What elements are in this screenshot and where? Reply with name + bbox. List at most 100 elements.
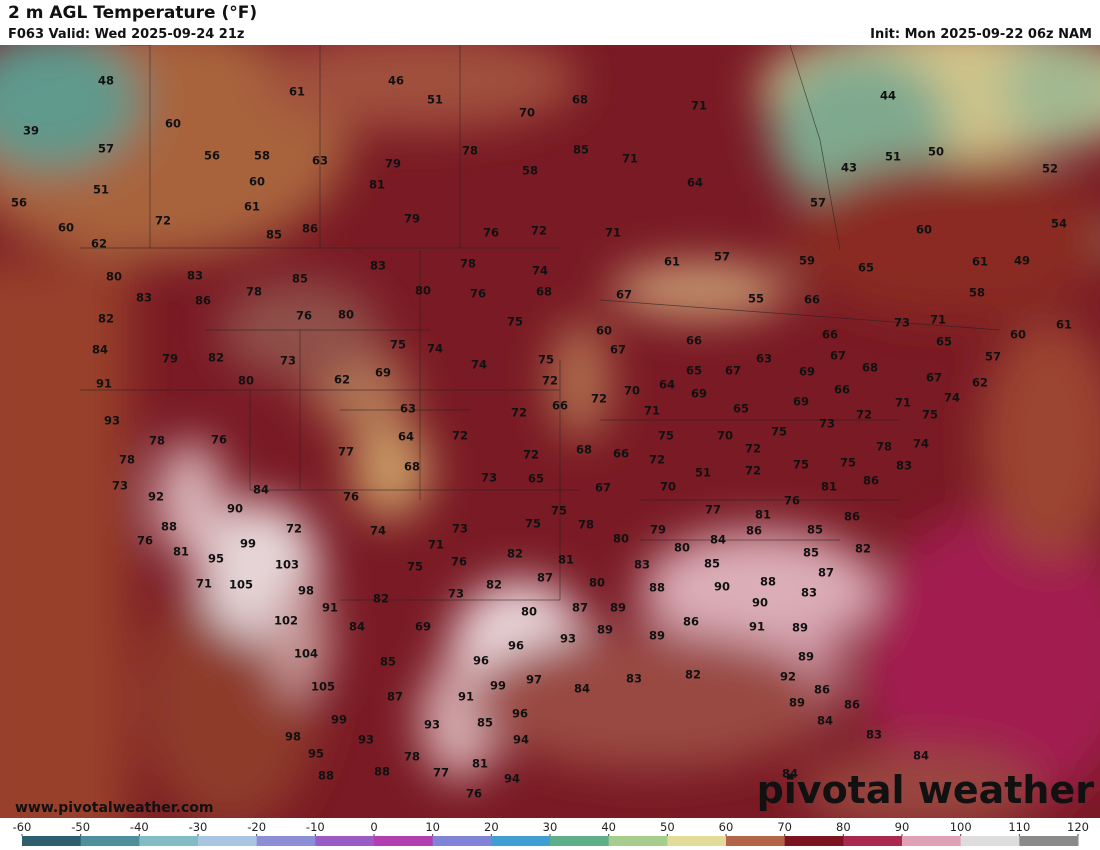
- station-temperature: 64: [398, 430, 414, 444]
- station-temperature: 68: [404, 460, 420, 474]
- valid-time: F063 Valid: Wed 2025-09-24 21z: [8, 27, 245, 42]
- station-temperature: 86: [302, 222, 318, 236]
- station-temperature: 64: [659, 378, 675, 392]
- station-temperature: 93: [560, 632, 576, 646]
- station-temperature: 89: [789, 696, 805, 710]
- colorbar-segment: [1019, 836, 1079, 846]
- station-temperature: 83: [626, 672, 642, 686]
- station-temperature: 61: [289, 85, 305, 99]
- colorbar-tick-label: -60: [13, 820, 32, 834]
- station-temperature: 91: [322, 601, 338, 615]
- station-temperature: 78: [876, 440, 892, 454]
- station-temperature: 87: [572, 601, 588, 615]
- station-temperature: 68: [572, 93, 588, 107]
- colorbar-tick-label: 80: [836, 820, 851, 834]
- colorbar-tick-label: 0: [370, 820, 377, 834]
- station-temperature: 57: [98, 142, 114, 156]
- station-temperature: 87: [387, 690, 403, 704]
- station-temperature: 74: [471, 358, 487, 372]
- station-temperature: 103: [275, 558, 299, 572]
- station-temperature: 73: [112, 479, 128, 493]
- station-temperature: 84: [253, 483, 269, 497]
- station-temperature: 66: [686, 334, 702, 348]
- station-temperature: 84: [349, 620, 365, 634]
- station-temperature: 75: [922, 408, 938, 422]
- colorbar-segment: [667, 836, 727, 846]
- station-temperature: 66: [552, 399, 568, 413]
- temperature-field: [0, 45, 1100, 818]
- colorbar-segment: [374, 836, 434, 846]
- station-temperature: 76: [137, 534, 153, 548]
- station-temperature: 77: [705, 503, 721, 517]
- colorbar-tick-label: 40: [601, 820, 616, 834]
- station-temperature: 91: [749, 620, 765, 634]
- station-temperature: 93: [424, 718, 440, 732]
- station-temperature: 76: [466, 787, 482, 801]
- station-temperature: 75: [840, 456, 856, 470]
- colorbar-tick-label: 70: [777, 820, 792, 834]
- station-temperature: 72: [649, 453, 665, 467]
- colorbar-segment: [550, 836, 610, 846]
- station-temperature: 82: [373, 592, 389, 606]
- station-temperature: 66: [613, 447, 629, 461]
- station-temperature: 72: [591, 392, 607, 406]
- station-temperature: 86: [863, 474, 879, 488]
- station-temperature: 72: [523, 448, 539, 462]
- station-temperature: 81: [755, 508, 771, 522]
- station-temperature: 88: [318, 769, 334, 783]
- station-temperature: 72: [856, 408, 872, 422]
- station-temperature: 51: [427, 93, 443, 107]
- station-temperature: 57: [714, 250, 730, 264]
- map-title: 2 m AGL Temperature (°F): [8, 3, 258, 23]
- station-temperature: 50: [928, 145, 944, 159]
- colorbar-segment: [139, 836, 199, 846]
- station-temperature: 71: [605, 226, 621, 240]
- colorbar-tick-label: -30: [189, 820, 208, 834]
- station-temperature: 83: [370, 259, 386, 273]
- station-temperature: 79: [162, 352, 178, 366]
- station-temperature: 79: [404, 212, 420, 226]
- colorbar: -60 -50 -40 -30 -20 -10 0 10 20 30 40 50 60 70 80 90 100…: [0, 818, 1100, 850]
- station-temperature: 72: [542, 374, 558, 388]
- station-temperature: 85: [803, 546, 819, 560]
- station-temperature: 76: [211, 433, 227, 447]
- colorbar-segment: [726, 836, 786, 846]
- station-temperature: 78: [460, 257, 476, 271]
- station-temperature: 46: [388, 74, 404, 88]
- colorbar-tick-label: 10: [425, 820, 440, 834]
- station-temperature: 84: [913, 749, 929, 763]
- station-temperature: 88: [649, 581, 665, 595]
- station-temperature: 76: [343, 490, 359, 504]
- station-temperature: 76: [784, 494, 800, 508]
- station-temperature: 85: [704, 557, 720, 571]
- station-temperature: 69: [793, 395, 809, 409]
- station-temperature: 62: [334, 373, 350, 387]
- station-temperature: 70: [519, 106, 535, 120]
- station-temperature: 97: [526, 673, 542, 687]
- station-temperature: 99: [240, 537, 256, 551]
- station-temperature: 71: [196, 577, 212, 591]
- station-temperature: 90: [752, 596, 768, 610]
- station-temperature: 75: [407, 560, 423, 574]
- station-temperature: 82: [855, 542, 871, 556]
- station-temperature: 68: [576, 443, 592, 457]
- station-temperature: 75: [525, 517, 541, 531]
- station-temperature: 69: [375, 366, 391, 380]
- station-temperature: 84: [92, 343, 108, 357]
- station-temperature: 81: [558, 553, 574, 567]
- colorbar-segment: [960, 836, 1020, 846]
- station-temperature: 76: [470, 287, 486, 301]
- station-temperature: 71: [930, 313, 946, 327]
- station-temperature: 80: [674, 541, 690, 555]
- colorbar-segment: [80, 836, 140, 846]
- station-temperature: 84: [574, 682, 590, 696]
- station-temperature: 71: [622, 152, 638, 166]
- colorbar-segment: [491, 836, 551, 846]
- station-temperature: 80: [589, 576, 605, 590]
- station-temperature: 89: [610, 601, 626, 615]
- station-temperature: 69: [799, 365, 815, 379]
- station-temperature: 105: [229, 578, 253, 592]
- station-temperature: 75: [551, 504, 567, 518]
- station-temperature: 75: [538, 353, 554, 367]
- station-temperature: 99: [331, 713, 347, 727]
